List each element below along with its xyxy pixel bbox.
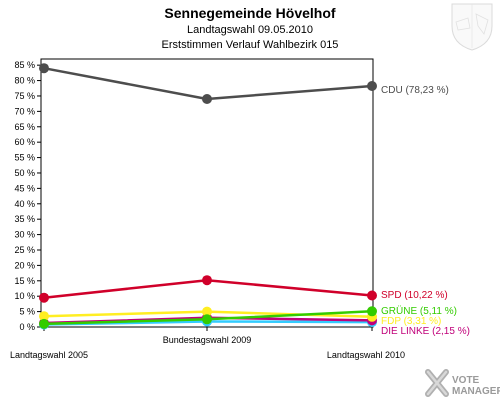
data-point-cdu — [367, 81, 377, 91]
y-tick-label: 60 % — [14, 137, 35, 147]
data-point-fdp — [39, 311, 49, 322]
y-tick-label: 80 % — [14, 76, 35, 86]
chart-title: Sennegemeinde Hövelhof — [164, 5, 335, 21]
y-tick-label: 15 % — [14, 276, 35, 286]
chart-subtitle-district: Erststimmen Verlauf Wahlbezirk 015 — [162, 39, 339, 51]
data-point-grüne — [202, 314, 212, 325]
y-tick-label: 10 % — [14, 291, 35, 301]
data-point-fdp — [202, 306, 212, 317]
y-tick-label: 65 % — [14, 122, 35, 132]
x-tick-label: Bundestagswahl 2009 — [163, 335, 252, 345]
y-tick-label: 30 % — [14, 230, 35, 240]
y-tick-label: 35 % — [14, 214, 35, 224]
chart-subtitle-date: Landtagswahl 09.05.2010 — [187, 24, 313, 36]
series-end-label-cdu: CDU (78,23 %) — [381, 85, 449, 96]
data-point-grüne — [367, 306, 377, 317]
y-tick-label: 70 % — [14, 106, 35, 116]
data-point-spd — [202, 275, 212, 286]
data-point-cdu — [39, 63, 49, 74]
data-point-spd — [39, 292, 49, 303]
series-end-label-die-linke: DIE LINKE (2,15 %) — [381, 326, 470, 337]
x-tick-label: Landtagswahl 2010 — [327, 350, 405, 360]
x-axis: Landtagswahl 2005 Bundestagswahl 2009 Land… — [10, 327, 405, 360]
data-point-cdu — [202, 94, 212, 104]
data-point-spd — [367, 290, 377, 301]
vote-manager-logo: VOTE MANAGER — [425, 369, 500, 397]
y-tick-label: 25 % — [14, 245, 35, 255]
y-tick-label: 45 % — [14, 183, 35, 193]
series-end-label-grüne: GRÜNE (5,11 %) — [381, 305, 457, 317]
y-tick-label: 55 % — [14, 153, 35, 163]
x-tick-label: Landtagswahl 2005 — [10, 350, 88, 360]
logo-text-manager: MANAGER — [452, 386, 500, 397]
y-tick-label: 0 % — [19, 322, 35, 332]
vote-manager-x-icon — [425, 369, 449, 397]
series-end-label-spd: SPD (10,22 %) — [381, 290, 448, 301]
plot-area: 0 % 5 % 10 % 15 % 20 % 25 % 30 % 35 % 40 % 45 % 50… — [10, 58, 470, 360]
series-labels: CDU (78,23 %) SPD (10,22 %) GRÜNE (5,11 %)… — [381, 85, 470, 337]
data-point-grüne — [39, 318, 49, 329]
y-tick-label: 85 % — [14, 60, 35, 70]
y-axis: 0 % 5 % 10 % 15 % 20 % 25 % 30 % 35 % 40 % 45 % 50… — [14, 60, 41, 332]
logo-text-vote: VOTE — [452, 375, 480, 386]
series-group — [39, 63, 377, 330]
y-tick-label: 75 % — [14, 91, 35, 101]
y-tick-label: 20 % — [14, 260, 35, 270]
series-end-label-fdp: FDP (3,31 %) — [381, 316, 441, 327]
y-tick-label: 40 % — [14, 199, 35, 209]
y-tick-label: 50 % — [14, 168, 35, 178]
y-tick-label: 5 % — [19, 307, 35, 317]
nrw-coat-of-arms-icon — [451, 3, 493, 51]
